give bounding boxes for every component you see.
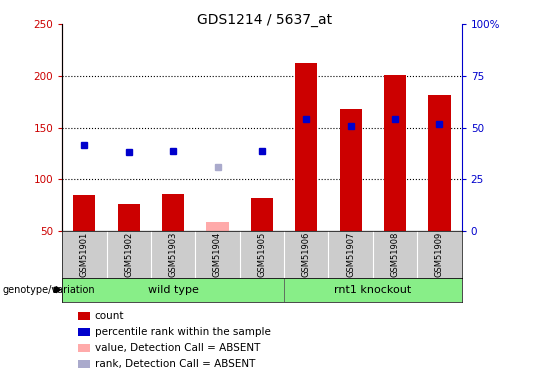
Bar [78,360,90,368]
Bar [73,195,96,231]
Text: GSM51908: GSM51908 [390,232,400,278]
Bar [206,222,228,231]
Bar [295,63,318,231]
Text: GSM51904: GSM51904 [213,232,222,277]
Bar [78,328,90,336]
Text: GSM51909: GSM51909 [435,232,444,277]
Bar [284,278,462,302]
Bar [340,109,362,231]
Text: wild type: wild type [147,285,199,295]
Text: percentile rank within the sample: percentile rank within the sample [94,327,271,337]
Text: GSM51905: GSM51905 [258,232,266,277]
Text: GDS1214 / 5637_at: GDS1214 / 5637_at [197,13,332,27]
Text: GSM51907: GSM51907 [346,232,355,278]
Text: count: count [94,311,124,321]
Bar [162,194,184,231]
Text: genotype/variation: genotype/variation [3,285,96,295]
Text: GSM51902: GSM51902 [124,232,133,277]
Text: value, Detection Call = ABSENT: value, Detection Call = ABSENT [94,343,260,353]
Text: GSM51906: GSM51906 [302,232,311,278]
Bar [62,278,284,302]
Bar [78,344,90,352]
Text: GSM51901: GSM51901 [80,232,89,277]
FancyArrow shape [54,286,60,292]
Bar [428,94,450,231]
Bar [118,204,140,231]
Text: GSM51903: GSM51903 [168,232,178,278]
Bar [78,312,90,320]
Bar [251,198,273,231]
Bar [384,75,406,231]
Text: rank, Detection Call = ABSENT: rank, Detection Call = ABSENT [94,359,255,369]
Text: rnt1 knockout: rnt1 knockout [334,285,411,295]
